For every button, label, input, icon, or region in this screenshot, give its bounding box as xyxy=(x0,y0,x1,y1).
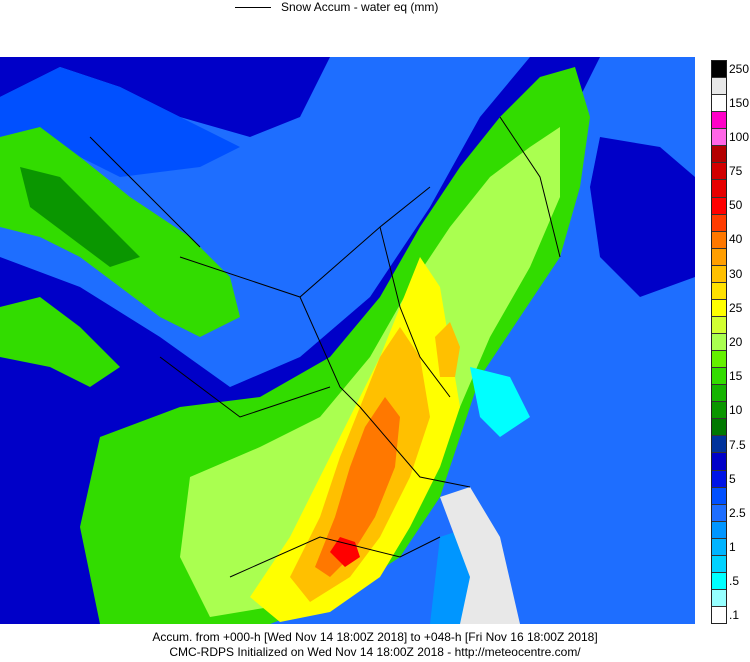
colorbar-tick-label: 5 xyxy=(729,471,736,486)
colorbar-tick-label: 30 xyxy=(729,266,743,281)
colorbar-swatch xyxy=(712,555,726,573)
colorbar-swatch xyxy=(712,214,726,232)
colorbar-tick-label: 100 xyxy=(729,129,750,144)
colorbar-swatch xyxy=(712,402,726,420)
colorbar-tick-label: 40 xyxy=(729,232,743,247)
legend-series-label: Snow Accum - water eq (mm) xyxy=(281,0,439,14)
precipitation-map xyxy=(0,57,695,624)
colorbar-swatch xyxy=(712,316,726,334)
field-30mm-northeast xyxy=(435,322,460,377)
colorbar-tick-labels: 250 150 100 75 50 40 30 25 20 15 10 7.5 5 2.5 1 .5 .1 xyxy=(729,60,750,624)
colorbar-swatch xyxy=(712,453,726,471)
field-50mm-spot xyxy=(330,537,360,567)
colorbar xyxy=(711,60,727,624)
colorbar-swatch xyxy=(712,248,726,266)
field-0-5mm-coast xyxy=(470,367,530,437)
field-10mm-west xyxy=(20,167,140,267)
colorbar-swatch xyxy=(712,265,726,283)
colorbar-swatch xyxy=(712,436,726,454)
colorbar-swatch xyxy=(712,282,726,300)
colorbar-swatch xyxy=(712,487,726,505)
field-5mm-north xyxy=(0,57,330,137)
colorbar-swatch xyxy=(712,589,726,607)
colorbar-swatch xyxy=(712,504,726,522)
colorbar-tick-label: .5 xyxy=(729,574,740,589)
colorbar-tick-label: 250 xyxy=(729,61,750,76)
colorbar-swatch xyxy=(712,572,726,590)
colorbar-swatch xyxy=(712,385,726,403)
colorbar-swatch xyxy=(712,146,726,164)
colorbar-tick-label: 20 xyxy=(729,335,743,349)
boundary-lines xyxy=(89,116,561,578)
colorbar-swatch xyxy=(712,231,726,249)
field-5mm-east xyxy=(590,137,695,297)
map-legend: Snow Accum - water eq (mm) xyxy=(235,0,438,14)
colorbar-swatch xyxy=(712,607,726,624)
colorbar-swatch xyxy=(712,351,726,369)
colorbar-swatch xyxy=(712,419,726,437)
colorbar-tick-label: 10 xyxy=(729,403,743,418)
colorbar-tick-label: 50 xyxy=(729,198,743,213)
colorbar-swatch xyxy=(712,197,726,215)
colorbar-swatch xyxy=(712,61,726,79)
legend-line-swatch xyxy=(235,6,271,8)
footer-model-init: CMC-RDPS Initialized on Wed Nov 14 18:00… xyxy=(169,645,581,659)
colorbar-tick-label: 2.5 xyxy=(729,505,746,520)
colorbar-tick-label: 25 xyxy=(729,300,743,315)
colorbar-swatch xyxy=(712,180,726,198)
colorbar-swatch xyxy=(712,95,726,113)
colorbar-swatch xyxy=(712,470,726,488)
colorbar-swatch xyxy=(712,299,726,317)
map-footer: Accum. from +000-h [Wed Nov 14 18:00Z 20… xyxy=(0,630,750,660)
colorbar-swatch xyxy=(712,112,726,130)
colorbar-swatch xyxy=(712,538,726,556)
colorbar-swatch xyxy=(712,334,726,352)
colorbar-swatch xyxy=(712,129,726,147)
field-2-5mm-north xyxy=(0,67,240,177)
footer-accumulation-period: Accum. from +000-h [Wed Nov 14 18:00Z 20… xyxy=(152,630,598,644)
colorbar-swatch xyxy=(712,78,726,96)
land-no-accum xyxy=(440,487,520,624)
field-20mm-main xyxy=(180,127,560,617)
colorbar-tick-label: 150 xyxy=(729,95,750,110)
colorbar-tick-label: .1 xyxy=(729,608,740,623)
colorbar-tick-label: 15 xyxy=(729,369,743,384)
colorbar-swatch xyxy=(712,368,726,386)
colorbar-tick-label: 75 xyxy=(729,164,743,179)
colorbar-swatch xyxy=(712,163,726,181)
colorbar-tick-label: 7.5 xyxy=(729,437,746,452)
colorbar-swatch xyxy=(712,521,726,539)
field-15mm-southwest xyxy=(0,297,120,387)
colorbar-tick-label: 1 xyxy=(729,540,736,555)
field-40mm-core xyxy=(315,397,400,577)
